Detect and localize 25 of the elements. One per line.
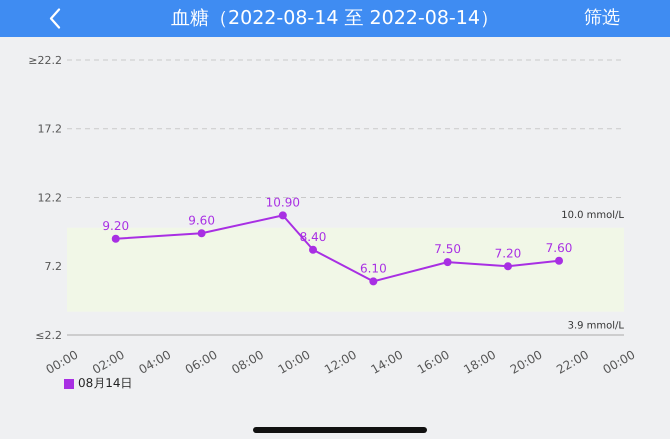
point [555,256,564,265]
legend-label: 08月14日 [78,376,133,390]
data-label: 7.50 [434,242,461,256]
annotation: 3.9 mmol/L [568,320,624,332]
y-tick-label: ≤2.2 [35,328,62,342]
point [278,211,287,220]
y-tick-label: 12.2 [38,191,62,204]
point [198,229,206,238]
data-label: 7.60 [546,240,572,255]
point [112,234,120,243]
data-label: 6.10 [360,261,387,276]
data-label: 9.60 [188,213,215,228]
filter-button[interactable]: 筛选 [584,6,620,30]
point [504,262,512,270]
y-tick-label: ≥22.2 [28,54,62,67]
annotation: 10.0 mmol/L [561,210,624,221]
data-label: 10.90 [266,195,300,210]
y-tick-label: 7.2 [44,260,62,274]
chart-title: 血糖（2022-08-14 至 2022-08-14） [171,7,499,29]
point [369,277,378,286]
point [444,258,452,266]
point [309,246,318,254]
y-tick-label: 17.2 [38,122,62,136]
data-label: 9.20 [102,218,130,233]
data-label: 7.20 [494,246,522,260]
